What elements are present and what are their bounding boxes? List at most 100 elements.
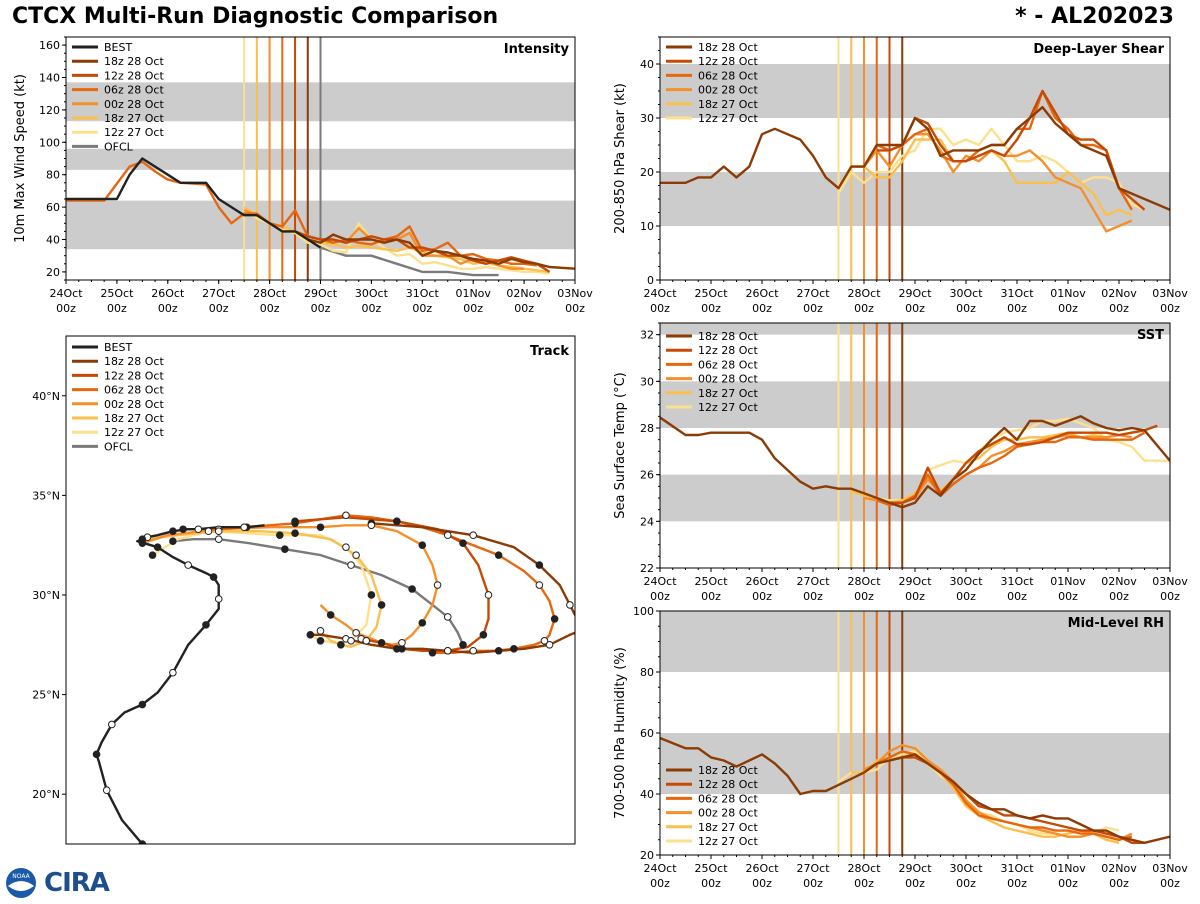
legend-label: 18z 28 Oct [104, 55, 164, 68]
y-tick-label: 28 [640, 422, 654, 435]
track-marker [214, 527, 223, 536]
x-tick-label: 27Oct [796, 575, 830, 588]
plot-frame [65, 335, 576, 845]
x-tick-label: 25Oct [694, 862, 728, 875]
shaded-band [660, 64, 1170, 118]
y-tick-label: 22 [640, 562, 654, 575]
series-line [660, 415, 1170, 509]
y-axis-label: Sea Surface Temp (°C) [613, 372, 628, 519]
track-marker [352, 551, 360, 559]
series-line [66, 160, 537, 267]
legend-label: OFCL [104, 140, 134, 153]
x-tick-label: 30Oct [949, 862, 983, 875]
track-marker [469, 531, 478, 540]
track-line [141, 524, 439, 646]
track-marker [377, 638, 386, 647]
x-tick-label: 00z [362, 302, 382, 315]
x-tick-label: 03Nov [1152, 862, 1188, 875]
x-tick-label: 02Nov [1101, 862, 1137, 875]
track-marker [347, 561, 355, 569]
x-tick-label: 01Nov [1050, 287, 1086, 300]
y-tick-label: 140 [39, 72, 60, 85]
series-line [837, 127, 1145, 211]
series-line [66, 157, 322, 249]
track-marker [367, 591, 376, 599]
track-marker [92, 750, 101, 759]
legend-label: 06z 28 Oct [104, 84, 164, 97]
track-marker [194, 525, 203, 534]
x-tick-label: 00z [412, 302, 432, 315]
x-tick-label: 02Nov [506, 287, 542, 300]
track-marker [291, 519, 299, 528]
series-line [307, 233, 575, 270]
y-tick-label: 30 [640, 375, 654, 388]
track-series-group [92, 511, 584, 844]
x-tick-label: 02Nov [1101, 575, 1137, 588]
legend-label: 12z 28 Oct [698, 778, 758, 791]
legend-label: 12z 28 Oct [698, 55, 758, 68]
x-tick-label: 25Oct [100, 287, 134, 300]
track-marker [342, 511, 350, 520]
lat-tick-label: 30°N [32, 589, 60, 602]
track-marker [275, 531, 284, 540]
legend-label: 00z 28 Oct [104, 98, 164, 111]
track-marker [418, 619, 427, 627]
y-tick-label: 40 [640, 58, 654, 71]
track-marker [393, 517, 401, 526]
x-tick-label: 00z [854, 590, 874, 603]
x-tick-label: 00z [1058, 590, 1078, 603]
track-marker [545, 640, 554, 649]
x-tick-label: 27Oct [796, 862, 830, 875]
x-tick-label: 30Oct [949, 287, 983, 300]
x-tick-label: 00z [956, 590, 976, 603]
track-marker [138, 535, 147, 544]
x-tick-label: 25Oct [694, 575, 728, 588]
y-tick-label: 40 [640, 788, 654, 801]
track-marker [484, 591, 493, 599]
x-tick-label: 00z [905, 302, 925, 315]
y-tick-label: 40 [46, 234, 60, 247]
track-marker [443, 646, 452, 655]
legend-label: 06z 28 Oct [698, 358, 758, 371]
x-tick-label: 00z [1109, 877, 1129, 890]
track-marker [153, 543, 162, 551]
x-tick-label: 00z [803, 877, 823, 890]
legend-label: 12z 27 Oct [698, 112, 758, 125]
lat-tick-label: 35°N [32, 489, 60, 502]
x-tick-label: 29Oct [898, 575, 932, 588]
track-marker [479, 631, 488, 639]
series-group [66, 157, 575, 277]
legend-label: 18z 27 Oct [698, 821, 758, 834]
track-marker [550, 615, 559, 623]
series-group [660, 736, 1170, 844]
legend-label: OFCL [104, 440, 134, 453]
x-tick-label: 00z [1160, 590, 1180, 603]
x-tick-label: 27Oct [202, 287, 236, 300]
x-tick-label: 30Oct [355, 287, 389, 300]
x-tick-label: 26Oct [745, 575, 779, 588]
y-tick-label: 20 [640, 166, 654, 179]
track-marker [459, 539, 467, 547]
x-tick-label: 00z [107, 302, 127, 315]
series-line [243, 209, 550, 275]
x-tick-label: 28Oct [847, 862, 881, 875]
x-tick-label: 00z [905, 590, 925, 603]
track-marker [535, 561, 544, 569]
series-line [320, 246, 499, 277]
x-tick-label: 00z [650, 877, 670, 890]
x-tick-label: 01Nov [1050, 862, 1086, 875]
track-marker [316, 637, 325, 645]
track-marker [214, 595, 223, 603]
track-marker [577, 628, 584, 635]
x-tick-label: 00z [463, 302, 483, 315]
legend-label: 12z 28 Oct [104, 69, 164, 82]
track-marker [510, 644, 518, 653]
track-marker [352, 629, 360, 637]
x-tick-label: 00z [311, 302, 331, 315]
legend-label: 00z 28 Oct [698, 373, 758, 386]
panel-title: Track [530, 344, 569, 359]
storm-id: * - AL202023 [1015, 4, 1174, 29]
x-tick-label: 00z [1160, 302, 1180, 315]
legend-label: 06z 28 Oct [104, 384, 164, 397]
x-tick-label: 00z [1007, 877, 1027, 890]
